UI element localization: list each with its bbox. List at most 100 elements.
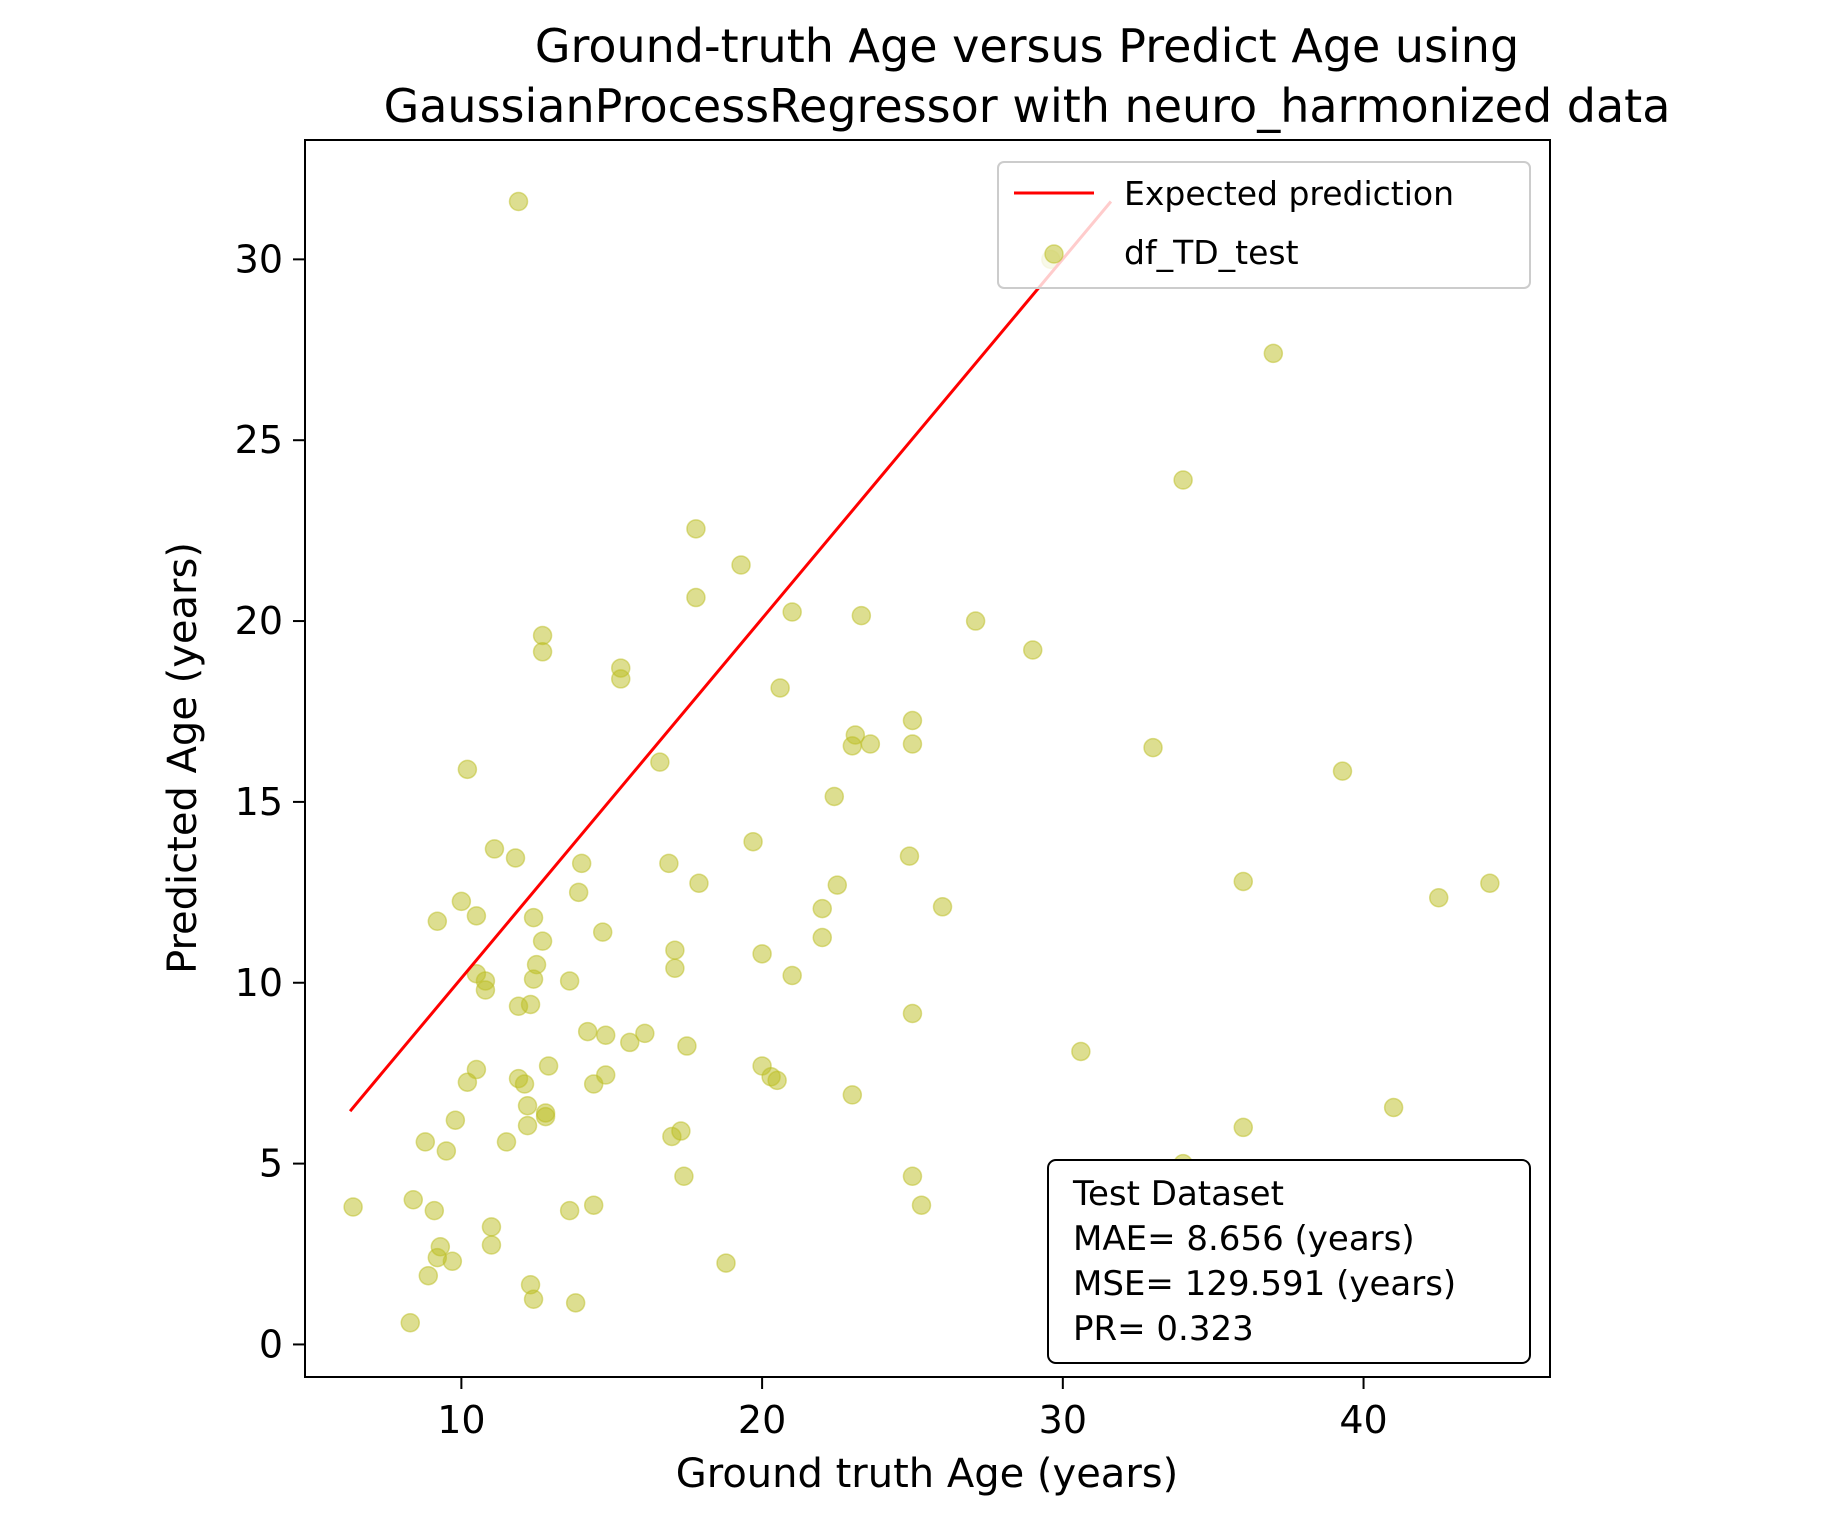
scatter-point (716, 1253, 736, 1273)
scatter-point (514, 1074, 535, 1094)
scatter-point (475, 980, 496, 1000)
scatter-point (812, 927, 832, 948)
scatter-point (517, 1095, 538, 1116)
scatter-point (620, 1032, 640, 1053)
scatter-point (532, 931, 553, 951)
scatter-point (424, 1200, 445, 1221)
scatter-point (457, 759, 478, 780)
scatter-point (1173, 470, 1193, 490)
scatter-point (595, 1065, 616, 1085)
scatter-point (767, 1070, 787, 1091)
scatter-point (583, 1195, 604, 1215)
legend-box (997, 161, 1531, 289)
y-tick-label: 10 (235, 961, 283, 1005)
scatter-point (427, 911, 448, 932)
scatter-point (650, 752, 670, 772)
x-axis-label: Ground truth Age (years) (676, 1451, 1178, 1497)
scatter-point (1480, 873, 1500, 894)
y-tick-label: 0 (259, 1322, 283, 1366)
stats-line-pr: PR= 0.323 (1073, 1309, 1254, 1349)
scatter-point (577, 1021, 598, 1042)
scatter-point (965, 611, 986, 631)
stats-line-mae: MAE= 8.656 (years) (1073, 1219, 1415, 1259)
legend-marker-swatch (1044, 244, 1064, 264)
scatter-point (592, 922, 613, 942)
scatter-point (635, 1023, 655, 1044)
scatter-point (911, 1195, 932, 1215)
scatter-point (770, 678, 790, 698)
scatter-point (932, 897, 953, 917)
scatter-point (568, 882, 589, 903)
scatter-point (496, 1132, 517, 1152)
scatter-point (466, 1059, 487, 1080)
scatter-point (671, 1121, 691, 1141)
scatter-point (403, 1190, 424, 1210)
scatter-point (517, 1115, 538, 1136)
scatter-point (812, 898, 832, 919)
scatter-point (902, 710, 923, 731)
chart-title-line-2: GaussianProcessRegressor with neuro_harm… (384, 79, 1671, 133)
scatter-point (436, 1141, 457, 1161)
scatter-point (523, 907, 544, 928)
legend: Expected prediction df_TD_test (997, 161, 1531, 289)
scatter-point (595, 1025, 616, 1045)
scatter-point (686, 519, 706, 539)
chart-title: Ground-truth Age versus Predict Age usin… (384, 19, 1671, 133)
stats-line-dataset: Test Dataset (1072, 1174, 1284, 1214)
scatter-point (902, 1166, 923, 1187)
scatter-point (1071, 1041, 1091, 1062)
scatter-point (659, 853, 679, 874)
scatter-point (824, 786, 845, 807)
scatter-point (343, 1197, 363, 1217)
scatter-point (520, 994, 541, 1015)
scatter-point (535, 1103, 556, 1123)
scatter-point (902, 734, 923, 754)
expected-prediction-line (348, 200, 1113, 1113)
stats-line-mse: MSE= 129.591 (years) (1073, 1264, 1456, 1304)
stats-box (1047, 1159, 1531, 1364)
scatter-point (481, 1235, 502, 1255)
expected-prediction-series (348, 200, 1113, 1113)
scatter-point (430, 1237, 451, 1257)
x-tick-label: 10 (437, 1398, 485, 1442)
scatter-point (689, 873, 709, 894)
scatter-point (1332, 761, 1353, 781)
x-tick-label: 30 (1039, 1398, 1087, 1442)
scatter-point (571, 853, 592, 874)
plot-area-frame (304, 139, 1551, 1378)
scatter-point (827, 875, 848, 895)
scatter-point (899, 846, 920, 866)
y-axis-label: Predicted Age (years) (160, 542, 206, 974)
scatter-point (532, 625, 553, 646)
scatter-point (902, 1003, 923, 1024)
scatter-points (343, 191, 1500, 1333)
scatter-point (565, 1293, 586, 1313)
scatter-point (559, 971, 580, 991)
scatter-point (400, 1312, 421, 1333)
scatter-point (505, 848, 526, 868)
y-tick-label: 30 (235, 237, 283, 281)
scatter-point (611, 669, 631, 689)
legend-label-expected-prediction: Expected prediction (1124, 174, 1454, 213)
scatter-point (418, 1265, 439, 1286)
scatter-point (731, 555, 751, 575)
scatter-point (1143, 737, 1163, 758)
y-tick-label: 5 (259, 1142, 283, 1186)
scatter-point (782, 965, 802, 986)
scatter-point (1233, 871, 1254, 892)
scatter-point (1263, 343, 1284, 364)
stats-annotation: Test Dataset MAE= 8.656 (years) MSE= 129… (1047, 1159, 1531, 1364)
scatter-point (665, 958, 685, 979)
scatter-point (686, 587, 706, 608)
x-tick-label: 20 (738, 1398, 786, 1442)
scatter-point (845, 725, 866, 745)
y-tick-label: 25 (235, 418, 283, 462)
scatter-point (484, 839, 505, 859)
chart-title-line-1: Ground-truth Age versus Predict Age usin… (535, 19, 1519, 73)
scatter-point (451, 891, 472, 912)
scatter-point (842, 1085, 863, 1105)
scatter-point (782, 602, 802, 622)
scatter-point (523, 1289, 544, 1309)
scatter-point (665, 940, 685, 960)
scatter-point (860, 734, 881, 754)
